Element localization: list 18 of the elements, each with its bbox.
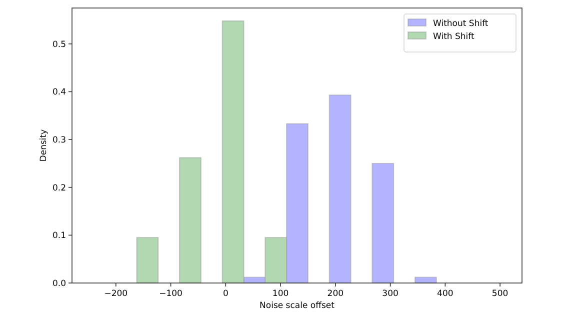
x-tick-label: 100 (272, 289, 289, 299)
x-tick-label: −100 (159, 289, 182, 299)
legend-label: With Shift (433, 32, 475, 42)
y-tick-label: 0.2 (52, 183, 66, 194)
y-tick-label: 0.3 (52, 136, 66, 146)
y-tick-label: 0.5 (52, 40, 66, 50)
x-tick-label: 500 (492, 289, 508, 299)
x-tick-label: 300 (382, 289, 398, 299)
x-tick-label: 200 (327, 289, 344, 299)
x-tick-label: 400 (437, 289, 454, 299)
y-tick-label: 0.1 (52, 231, 66, 242)
y-tick-label: 0.4 (52, 88, 66, 98)
x-tick-label: −200 (104, 289, 128, 299)
legend-label: Without Shift (433, 19, 489, 29)
y-axis-title: Density (39, 129, 49, 162)
x-axis-title: Noise scale offset (260, 301, 336, 311)
x-tick-label: 0 (222, 289, 228, 299)
y-tick-label: 0.0 (52, 279, 66, 289)
